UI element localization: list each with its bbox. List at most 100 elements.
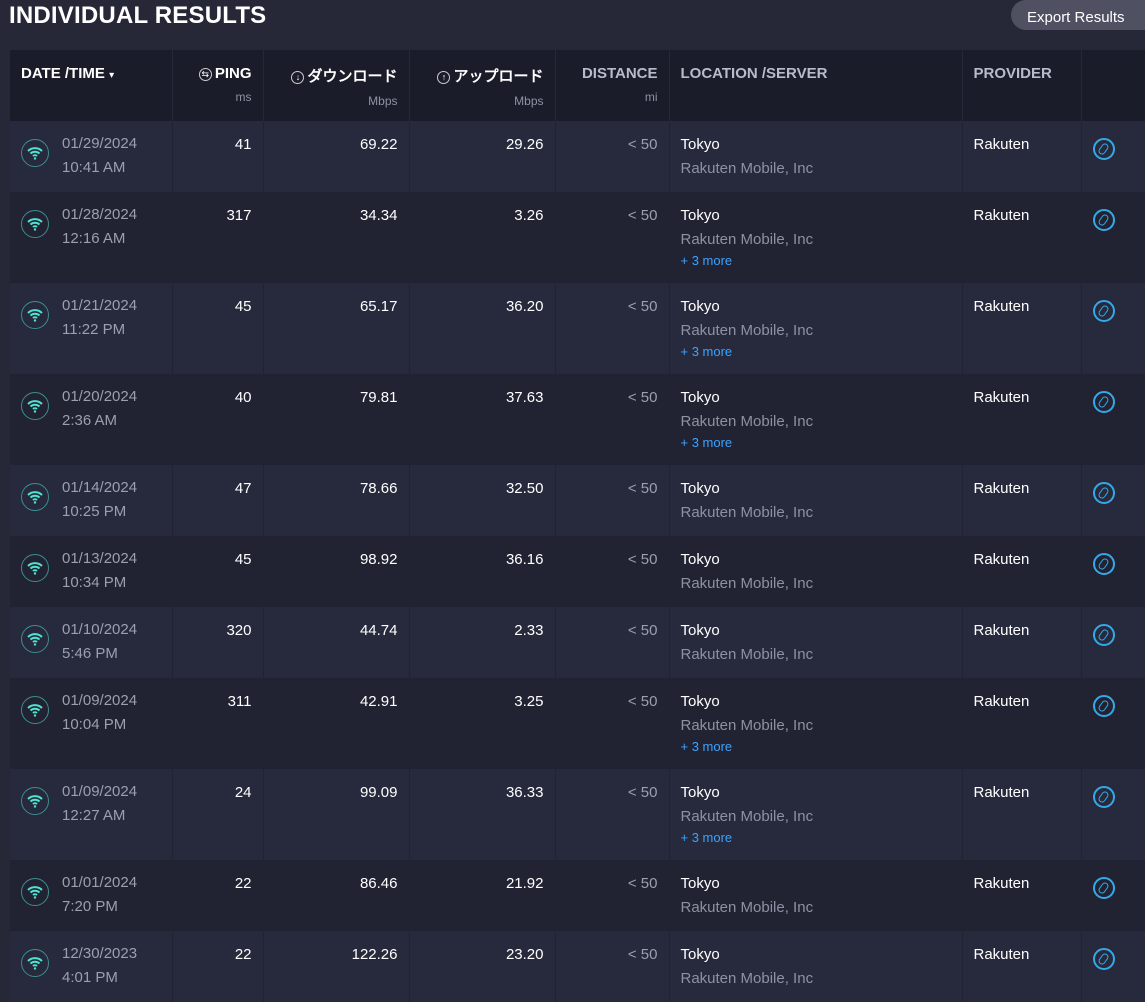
table-row[interactable]: 01/13/2024 10:34 PM 45 98.92 36.16 < 50 T… [10,536,1145,607]
download-icon: ↓ [291,71,305,84]
server-name: Rakuten Mobile, Inc [680,575,814,592]
more-servers-link[interactable]: + 3 more [680,344,733,359]
result-date: 01/20/2024 [62,388,138,405]
table-row[interactable]: 01/14/2024 10:25 PM 47 78.66 32.50 < 50 T… [10,465,1145,536]
link-icon[interactable] [1092,482,1115,504]
download-value: 65.17 [263,283,410,374]
server-name: Rakuten Mobile, Inc [680,646,814,663]
more-servers-link[interactable]: + 3 more [680,739,733,754]
result-time: 12:27 AM [62,807,126,824]
wifi-icon [21,483,49,511]
link-icon[interactable] [1092,695,1115,717]
distance-value: < 50 [555,374,670,465]
result-date: 12/30/2023 [62,945,138,962]
result-date: 01/21/2024 [62,297,138,314]
location-name: Tokyo [680,207,720,224]
distance-value: < 50 [555,860,670,931]
table-row[interactable]: 01/10/2024 5:46 PM 320 44.74 2.33 < 50 To… [10,607,1145,678]
table-row[interactable]: 01/09/2024 12:27 AM 24 99.09 36.33 < 50 T… [10,769,1145,860]
link-icon[interactable] [1092,209,1115,231]
upload-unit: Mbps [514,94,544,108]
download-value: 79.81 [263,374,410,465]
table-row[interactable]: 12/30/2023 4:01 PM 22 122.26 23.20 < 50 T… [10,931,1145,1002]
distance-value: < 50 [555,607,670,678]
wifi-icon [21,878,49,906]
result-date: 01/09/2024 [62,692,138,709]
ping-value: 22 [172,931,264,1002]
link-icon[interactable] [1092,877,1115,899]
table-row[interactable]: 01/09/2024 10:04 PM 311 42.91 3.25 < 50 T… [10,678,1145,769]
wifi-icon [21,554,49,582]
header-download-label: ダウンロード [307,68,398,85]
table-row[interactable]: 01/01/2024 7:20 PM 22 86.46 21.92 < 50 To… [10,860,1145,931]
header-distance[interactable]: DISTANCE mi [555,50,670,121]
table-row[interactable]: 01/20/2024 2:36 AM 40 79.81 37.63 < 50 To… [10,374,1145,465]
link-icon[interactable] [1092,138,1115,160]
upload-value: 36.33 [409,769,556,860]
server-name: Rakuten Mobile, Inc [680,970,814,987]
wifi-icon [21,392,49,420]
link-icon[interactable] [1092,786,1115,808]
header-download[interactable]: ↓ ダウンロード Mbps [263,50,410,121]
export-results-button[interactable]: Export Results [1011,0,1145,30]
ping-value: 22 [172,860,264,931]
wifi-icon [21,301,49,329]
result-date: 01/28/2024 [62,206,138,223]
header-distance-label: DISTANCE [581,65,658,82]
server-name: Rakuten Mobile, Inc [680,504,814,521]
header-datetime-label: DATE /TIME [21,65,105,82]
download-value: 122.26 [263,931,410,1002]
header-ping-label: PING [214,65,252,82]
link-icon[interactable] [1092,553,1115,575]
location-name: Tokyo [680,946,720,963]
distance-value: < 50 [555,192,670,283]
provider-name: Rakuten [962,931,1082,1002]
provider-name: Rakuten [962,192,1082,283]
location-name: Tokyo [680,551,720,568]
link-icon[interactable] [1092,300,1115,322]
result-time: 10:25 PM [62,503,127,520]
server-name: Rakuten Mobile, Inc [680,160,814,177]
provider-name: Rakuten [962,607,1082,678]
sort-desc-icon: ▾ [109,70,115,81]
provider-name: Rakuten [962,769,1082,860]
download-value: 34.34 [263,192,410,283]
download-value: 69.22 [263,121,410,192]
download-value: 44.74 [263,607,410,678]
download-value: 99.09 [263,769,410,860]
download-value: 78.66 [263,465,410,536]
download-value: 42.91 [263,678,410,769]
provider-name: Rakuten [962,121,1082,192]
more-servers-link[interactable]: + 3 more [680,830,733,845]
location-name: Tokyo [680,784,720,801]
header-ping[interactable]: ⇆ PING ms [172,50,264,121]
ping-value: 317 [172,192,264,283]
header-upload[interactable]: ↑ アップロード Mbps [409,50,556,121]
provider-name: Rakuten [962,465,1082,536]
upload-value: 32.50 [409,465,556,536]
location-name: Tokyo [680,622,720,639]
wifi-icon [21,139,49,167]
header-datetime[interactable]: DATE /TIME ▾ [10,50,173,121]
ping-value: 45 [172,283,264,374]
distance-value: < 50 [555,121,670,192]
link-icon[interactable] [1092,624,1115,646]
page-title: INDIVIDUAL RESULTS [9,2,267,29]
distance-value: < 50 [555,678,670,769]
table-row[interactable]: 01/28/2024 12:16 AM 317 34.34 3.26 < 50 T… [10,192,1145,283]
more-servers-link[interactable]: + 3 more [680,253,733,268]
header-location[interactable]: LOCATION /SERVER [669,50,963,121]
wifi-icon [21,210,49,238]
server-name: Rakuten Mobile, Inc [680,899,814,916]
link-icon[interactable] [1092,391,1115,413]
provider-name: Rakuten [962,536,1082,607]
header-provider[interactable]: PROVIDER [962,50,1082,121]
upload-value: 36.16 [409,536,556,607]
more-servers-link[interactable]: + 3 more [680,435,733,450]
results-table: DATE /TIME ▾ ⇆ PING ms ↓ ダウンロード Mbps ↑ アップロード… [10,50,1145,1002]
table-row[interactable]: 01/29/2024 10:41 AM 41 69.22 29.26 < 50 T… [10,121,1145,192]
link-icon[interactable] [1092,948,1115,970]
location-name: Tokyo [680,136,720,153]
upload-value: 3.26 [409,192,556,283]
table-row[interactable]: 01/21/2024 11:22 PM 45 65.17 36.20 < 50 T… [10,283,1145,374]
